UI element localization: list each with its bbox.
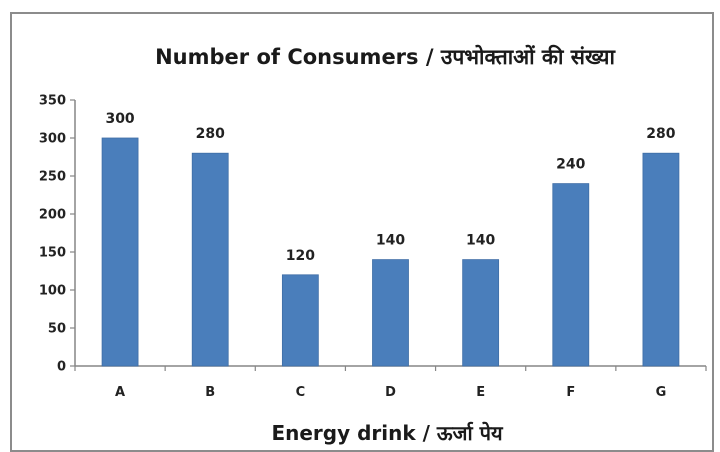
x-tick-label: A	[115, 385, 125, 400]
x-axis-title: Energy drink / ऊर्जा पेय	[271, 421, 503, 445]
x-tick-label: C	[296, 385, 306, 400]
data-label-c: 120	[286, 248, 315, 264]
y-tick-label: 50	[48, 322, 66, 337]
bar-d	[372, 259, 409, 367]
bar-e	[462, 259, 500, 367]
axes: 0 50 100 150 200 250 300 350 A B C D E F G	[39, 94, 707, 400]
y-tick-label: 150	[39, 246, 66, 261]
y-tick-label: 0	[57, 360, 66, 375]
bar-g	[642, 152, 680, 367]
data-label-e: 140	[466, 233, 495, 249]
x-tick-label: F	[566, 385, 575, 400]
bar-b	[191, 152, 229, 367]
y-tick-label: 100	[39, 284, 66, 299]
data-label-a: 300	[105, 111, 134, 127]
bar-a	[101, 137, 139, 367]
data-labels: 300 280 120 140 140 240 280	[105, 111, 675, 264]
bars	[101, 137, 680, 367]
chart-title: Number of Consumers / उपभोक्ताओं की संख्…	[155, 44, 616, 69]
data-label-f: 240	[556, 157, 585, 173]
y-tick-label: 200	[39, 208, 66, 223]
y-tick-label: 300	[39, 132, 66, 147]
x-tick-label: E	[476, 385, 485, 400]
y-tick-label: 250	[39, 170, 66, 185]
x-tick-label: D	[385, 385, 396, 400]
data-label-b: 280	[196, 126, 225, 142]
bar-c	[281, 274, 319, 367]
y-tick-label: 350	[39, 94, 66, 109]
x-tick-label: B	[205, 385, 215, 400]
bar-f	[552, 183, 590, 367]
data-label-g: 280	[646, 126, 675, 142]
x-tick-label: G	[656, 385, 667, 400]
data-label-d: 140	[376, 233, 405, 249]
